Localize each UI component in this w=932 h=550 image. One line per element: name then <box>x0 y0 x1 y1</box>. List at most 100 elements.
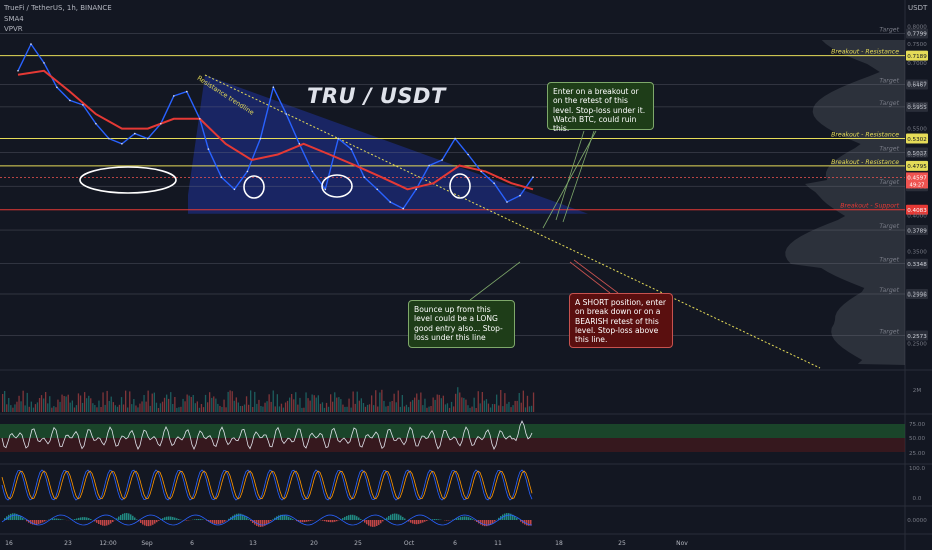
y-tick-6: 0.5000 <box>907 153 927 159</box>
volume-bar-236 <box>485 399 488 412</box>
volume-bar-107 <box>221 407 223 412</box>
callout-long-entry[interactable]: Bounce up from this level could be a LON… <box>408 300 515 348</box>
volume-bar-42 <box>88 395 90 412</box>
volume-bar-76 <box>157 408 160 412</box>
x-tick-13: Nov <box>676 540 688 547</box>
volume-bar-104 <box>215 398 217 412</box>
macd-bar-161 <box>324 520 326 522</box>
macd-bar-103 <box>208 520 210 522</box>
volume-bar-93 <box>192 395 194 412</box>
volume-bar-138 <box>284 402 287 412</box>
macd-bar-138 <box>278 515 280 520</box>
volume-bar-187 <box>385 406 387 412</box>
macd-bar-61 <box>124 513 126 520</box>
macd-bar-203 <box>408 520 410 522</box>
macd-bar-148 <box>298 520 300 522</box>
macd-bar-187 <box>376 520 378 526</box>
price-point-10 <box>147 137 149 140</box>
volume-bar-237 <box>487 403 490 412</box>
volume-bar-57 <box>118 404 121 412</box>
volume-bar-102 <box>211 397 213 412</box>
macd-bar-234 <box>470 518 472 521</box>
callout-short-entry[interactable]: A SHORT position, enter on break down or… <box>569 293 673 348</box>
macd-bar-206 <box>414 520 416 525</box>
volume-bar-221 <box>455 393 457 412</box>
macd-bar-173 <box>348 515 350 520</box>
volume-bar-108 <box>223 399 225 412</box>
price-point-13 <box>186 90 188 93</box>
macd-bar-181 <box>364 520 366 523</box>
volume-bar-217 <box>446 403 449 412</box>
volume-bar-99 <box>204 394 207 412</box>
volume-bar-222 <box>457 387 459 412</box>
volume-bar-35 <box>73 407 76 412</box>
y-tick-8: 0.4000 <box>907 213 927 219</box>
macd-bar-109 <box>220 520 222 524</box>
volume-bar-15 <box>32 407 35 412</box>
volume-bar-213 <box>438 394 440 412</box>
volume-bar-4 <box>10 405 12 412</box>
macd-bar-54 <box>110 520 112 524</box>
volume-bar-95 <box>196 401 198 412</box>
volume-bar-163 <box>336 397 338 412</box>
macd-bar-21 <box>44 520 46 522</box>
price-point-6 <box>95 122 97 125</box>
volume-bar-203 <box>418 399 420 412</box>
indicator-sma-label[interactable]: SMA4 <box>4 15 24 23</box>
macd-bar-179 <box>360 519 362 520</box>
volume-bar-34 <box>71 400 73 412</box>
volume-bar-130 <box>268 394 270 412</box>
volume-bar-74 <box>153 392 155 412</box>
volume-bar-160 <box>330 394 332 412</box>
volume-bar-207 <box>426 407 428 412</box>
price-point-32 <box>428 164 430 167</box>
macd-bar-47 <box>96 520 98 523</box>
price-point-33 <box>441 159 443 161</box>
volume-bar-232 <box>477 391 479 412</box>
macd-bar-140 <box>282 514 284 521</box>
price-point-37 <box>493 182 495 184</box>
macd-bar-166 <box>334 520 336 522</box>
level-name-11: Target <box>879 286 899 294</box>
volume-bar-172 <box>354 403 356 412</box>
macd-bar-144 <box>290 517 292 520</box>
volume-bar-13 <box>28 406 30 412</box>
volume-bar-256 <box>526 395 529 412</box>
price-point-14 <box>199 118 201 120</box>
x-tick-1: 23 <box>64 540 72 547</box>
rsi-axis-2: 25.00 <box>909 451 925 457</box>
macd-bar-208 <box>418 520 420 524</box>
volume-bar-183 <box>377 406 379 412</box>
stoch-axis-0: 100.0 <box>909 466 925 472</box>
volume-bar-137 <box>282 407 285 412</box>
macd-bar-182 <box>366 520 368 525</box>
price-point-5 <box>82 104 84 106</box>
price-point-4 <box>69 99 71 102</box>
callout-breakout-entry[interactable]: Enter on a breakout or on the retest of … <box>547 82 654 133</box>
rsi-line <box>1 420 533 450</box>
macd-bar-186 <box>374 520 376 527</box>
volume-bar-209 <box>430 406 432 412</box>
volume-bar-197 <box>405 404 408 412</box>
macd-bar-28 <box>58 518 60 521</box>
y-tick-1: 0.7500 <box>907 42 927 48</box>
macd-bar-245 <box>492 520 494 524</box>
rsi-axis-0: 75.00 <box>909 422 925 428</box>
macd-bar-194 <box>390 514 392 520</box>
chart-annotation-title: TRU / USDT <box>307 84 446 108</box>
level-name-12: Target <box>879 327 899 335</box>
indicator-vpvr-label[interactable]: VPVR <box>4 25 23 33</box>
y-tick-10: 0.3000 <box>907 292 927 298</box>
volume-bar-251 <box>516 400 518 412</box>
macd-bar-154 <box>310 520 312 521</box>
volume-bar-125 <box>258 399 260 412</box>
volume-bar-85 <box>176 407 178 412</box>
volume-bar-65 <box>135 405 137 412</box>
volume-bar-224 <box>461 397 463 412</box>
volume-bar-128 <box>264 402 266 412</box>
volume-bar-210 <box>432 397 434 412</box>
macd-bar-66 <box>134 517 136 521</box>
macd-bar-178 <box>358 517 360 520</box>
current-price-box <box>906 172 928 189</box>
